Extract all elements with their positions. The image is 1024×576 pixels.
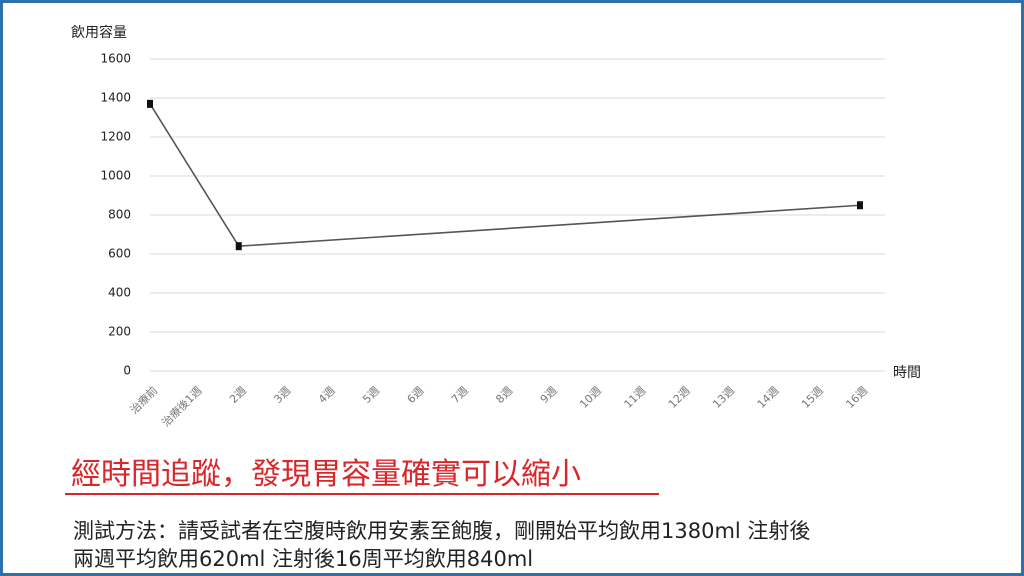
x-tick-label: 13週 — [710, 384, 737, 411]
chart: 飲用容量 時間 0 200 400 600 800 1000 1200 1400 1600 治療前… — [71, 24, 921, 429]
x-tick-label: 4週 — [316, 384, 338, 406]
y-tick-label: 0 — [123, 364, 131, 378]
underline — [65, 493, 659, 495]
x-tick-label: 16週 — [843, 384, 870, 411]
x-tick-label: 14週 — [755, 384, 782, 411]
x-tick-label: 9週 — [538, 384, 560, 406]
y-tick-label: 1400 — [100, 91, 131, 105]
heading: 經時間追蹤，發現胃容量確實可以縮小 — [71, 457, 581, 492]
body-line: 測試方法：請受試者在空腹時飲用安素至飽腹，剛開始平均飲用1380ml 注射後 — [73, 519, 811, 543]
x-tick-label: 3週 — [271, 384, 293, 406]
x-tick-label: 10週 — [577, 384, 604, 411]
y-tick-label: 400 — [108, 286, 131, 300]
x-tick-label: 治療後1週 — [159, 383, 205, 429]
y-tick-label: 200 — [108, 325, 131, 339]
y-tick-label: 1000 — [100, 169, 131, 183]
x-tick-label: 8週 — [493, 384, 515, 406]
x-tick-label: 2週 — [227, 384, 249, 406]
line — [149, 103, 861, 248]
body-line: 兩週平均飲用620ml 注射後16周平均飲用840ml — [73, 547, 534, 571]
x-tick-label: 12週 — [666, 384, 693, 411]
x-tick-label: 5週 — [360, 384, 382, 406]
x-tick-label: 6週 — [405, 384, 427, 406]
x-tick-label: 7週 — [449, 384, 471, 406]
point — [857, 201, 863, 210]
y-tick-label: 1200 — [100, 130, 131, 144]
x-tick-label: 11週 — [621, 384, 648, 411]
y-axis-label: 飲用容量 — [71, 24, 127, 41]
x-axis-label: 時間 — [893, 365, 921, 381]
point — [147, 99, 153, 108]
point — [235, 242, 242, 251]
y-tick-label: 600 — [108, 247, 131, 261]
y-tick-label: 1600 — [100, 52, 131, 66]
x-tick-label: 治療前 — [127, 383, 160, 416]
y-tick-label: 800 — [108, 208, 131, 222]
x-tick-label: 15週 — [799, 384, 826, 411]
